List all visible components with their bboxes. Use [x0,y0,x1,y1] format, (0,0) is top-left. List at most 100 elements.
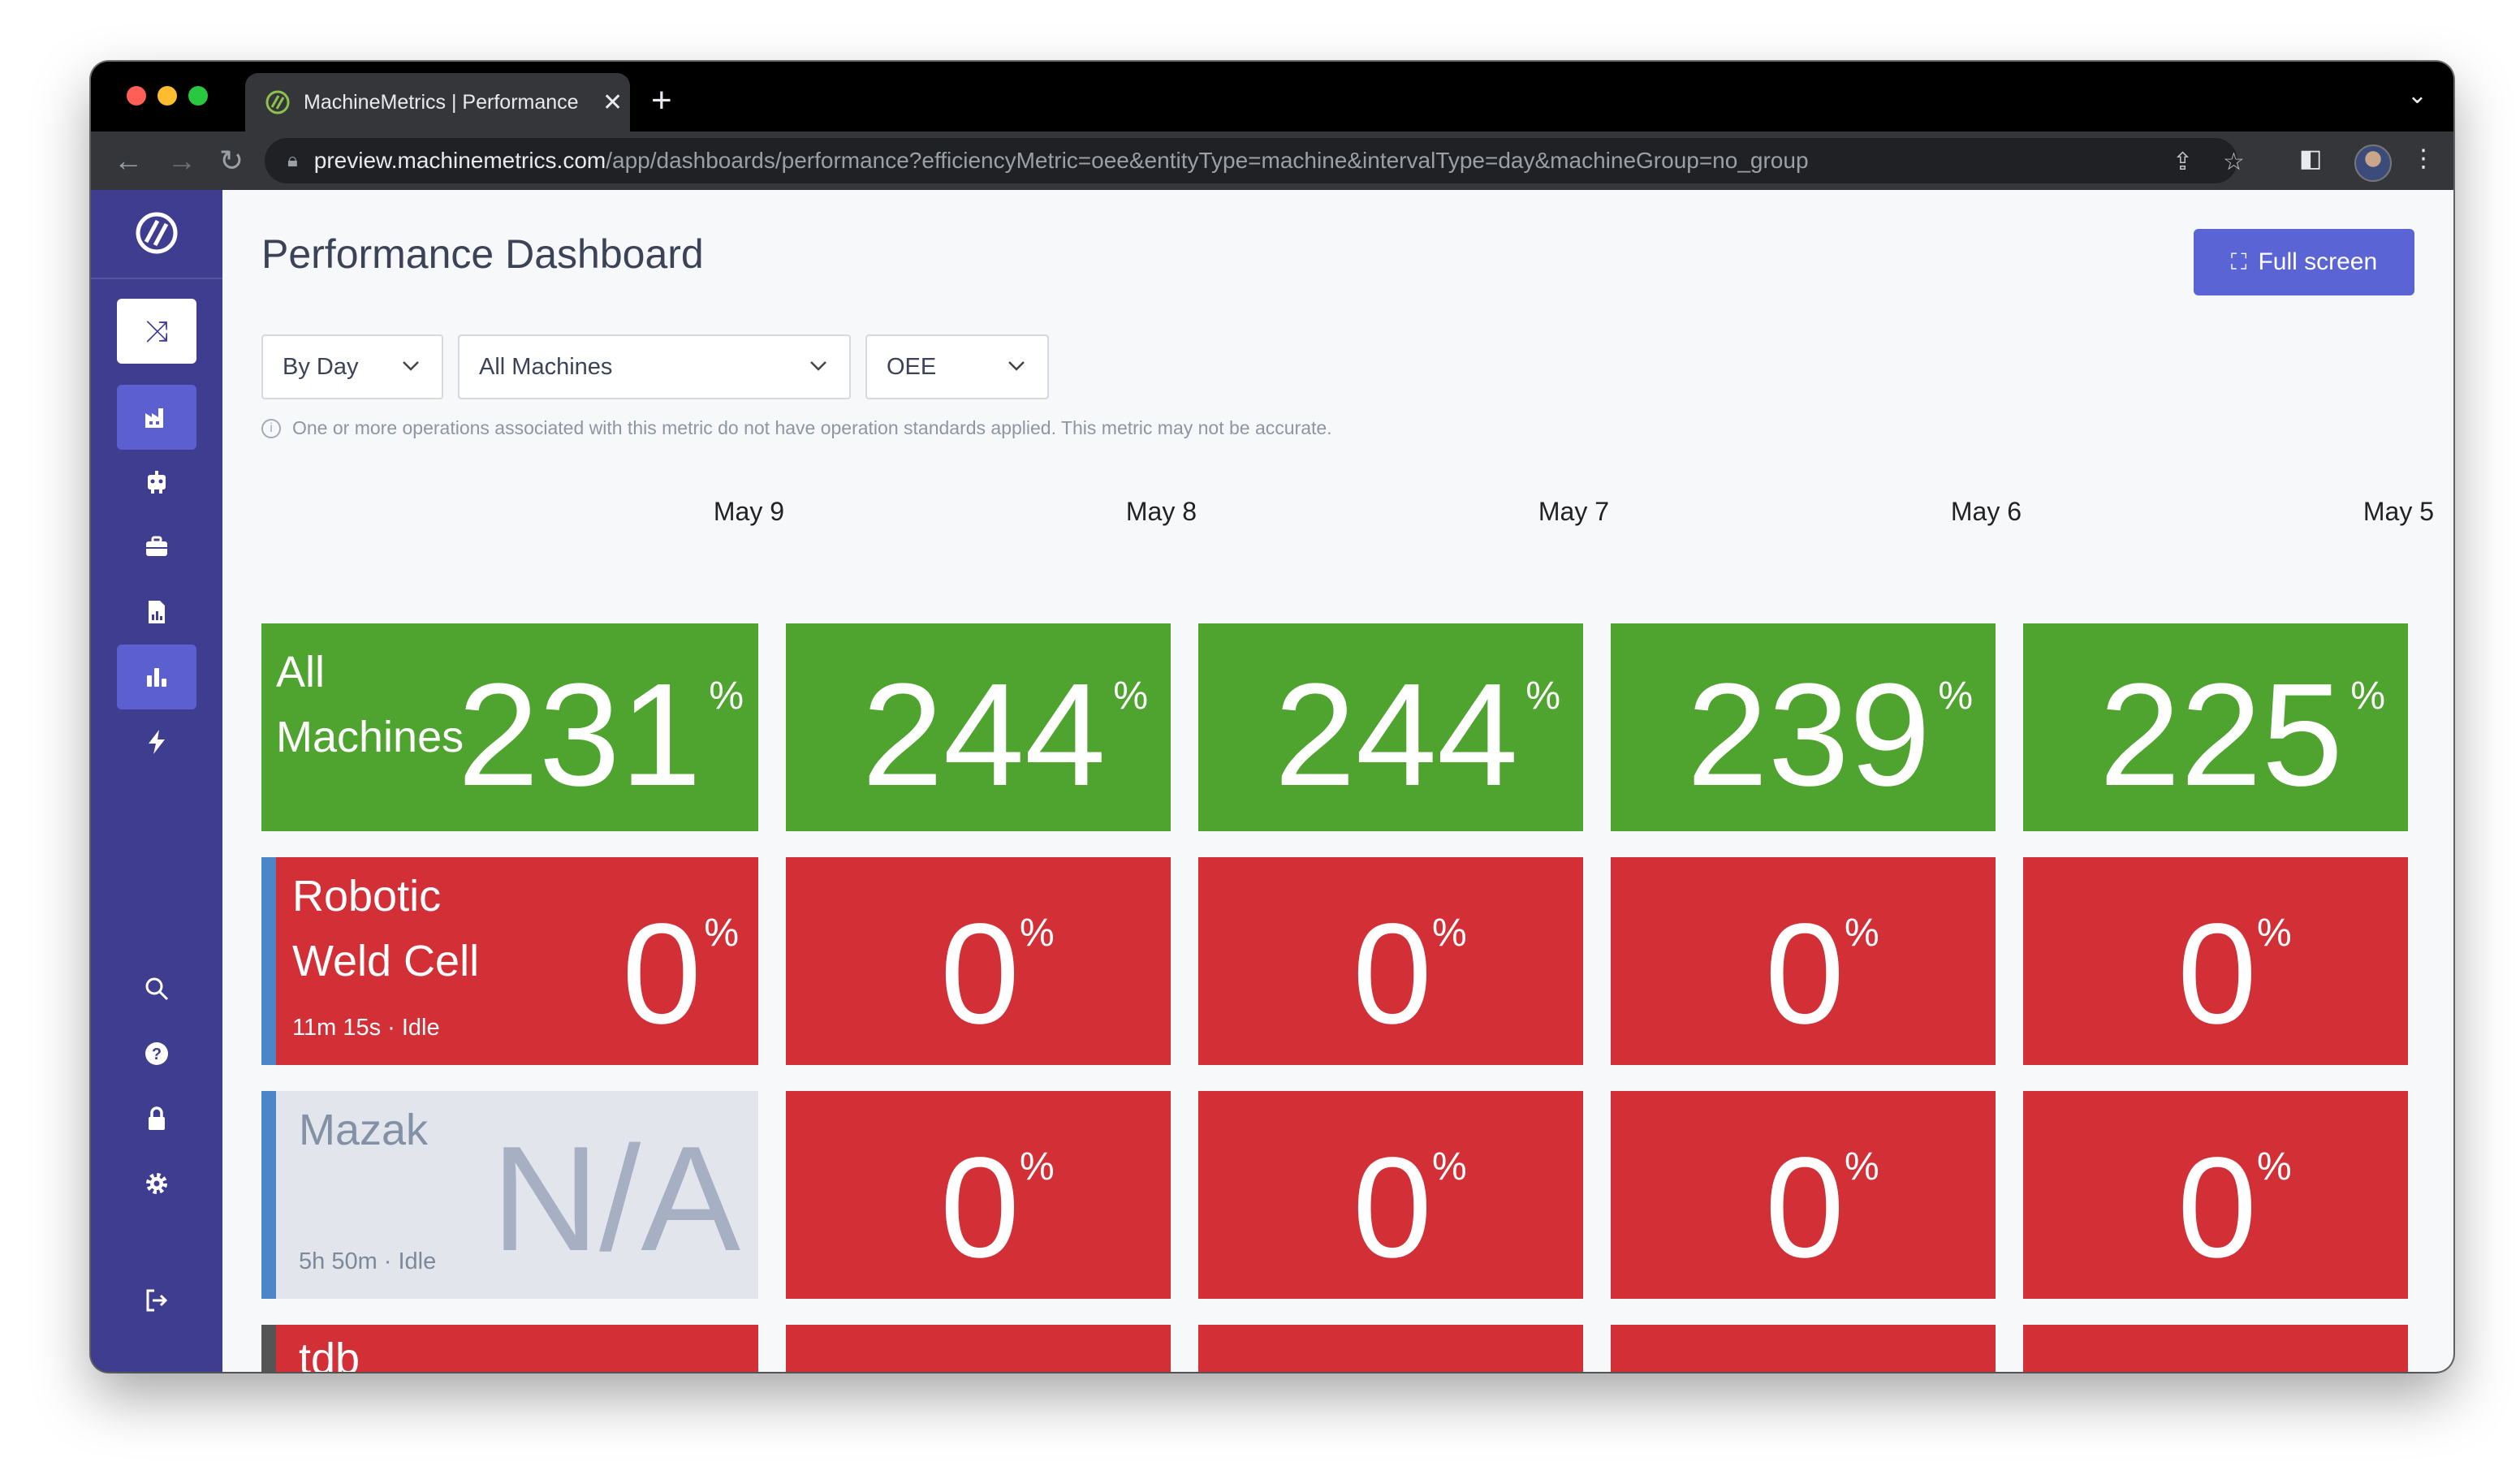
oee-value: 0 [622,1370,701,1372]
machine-name: tdb [299,1335,360,1372]
new-tab-icon[interactable]: + [651,80,672,120]
percent-unit: % [1020,1145,1055,1188]
maximize-window-button[interactable] [188,86,208,106]
sidebar-item-help[interactable]: ? [117,1021,196,1086]
oee-value: 244 [1274,653,1518,817]
chevron-down-icon [810,361,826,371]
machine-status-strip [261,1091,276,1299]
bookmark-star-icon[interactable]: ☆ [2223,149,2245,175]
oee-value: 0 [940,895,1020,1054]
oee-value: 0 [940,1128,1020,1287]
interval-select[interactable]: By Day [261,334,443,399]
machinemetrics-logo-icon[interactable] [133,209,180,257]
machine-group-value: All Machines [479,353,613,380]
machine-tile-mazak[interactable]: Mazak 5h 50m · Idle N/A [261,1091,758,1299]
reload-icon[interactable]: ↻ [219,144,244,177]
info-icon: i [261,418,281,438]
side-panel-icon[interactable]: ◧ [2299,145,2323,172]
oee-tile[interactable]: 0 % [2023,857,2408,1065]
share-icon[interactable]: ⇪ [2173,149,2194,175]
percent-unit: % [1938,675,1973,718]
tab-close-icon[interactable]: ✕ [602,88,624,116]
oee-tile[interactable]: 244 % [786,623,1171,831]
machine-status-strip [261,857,276,1065]
machine-status: 11m 15s · Idle [292,1015,440,1041]
percent-unit: % [1845,1145,1879,1188]
oee-tile[interactable]: 0 % [1198,1091,1583,1299]
tab-title: MachineMetrics | Performance [304,90,579,114]
back-arrow-icon[interactable]: ← [114,144,143,177]
robot-icon [148,471,166,494]
machinemetrics-favicon-icon [265,90,290,114]
oee-tile[interactable]: 0 % [786,1325,1171,1372]
sidebar-item-jobs[interactable] [117,515,196,580]
machine-group-select[interactable]: All Machines [458,334,851,399]
oee-tile[interactable]: 0 % [2023,1325,2408,1372]
machine-tile-robotic-weld-cell[interactable]: Robotic Weld Cell 11m 15s · Idle 0 % [261,857,758,1065]
tab-strip: MachineMetrics | Performance ✕ + ⌄ [91,62,2453,132]
oee-value: 231 [457,653,701,817]
metric-select[interactable]: OEE [865,334,1049,399]
browser-window: MachineMetrics | Performance ✕ + ⌄ ← → ↻… [91,62,2453,1372]
svg-text:?: ? [152,1046,162,1063]
app-sidebar: ⤨ ? [91,190,222,1372]
minimize-window-button[interactable] [158,86,177,106]
oee-tile[interactable]: 0 % [2023,1091,2408,1299]
oee-value: 0 [1353,1128,1432,1287]
full-screen-button[interactable]: ⛶ Full screen [2194,229,2414,295]
oee-value-na: N/A [491,1115,740,1282]
browser-menu-icon[interactable]: ⋮ [2411,145,2436,172]
oee-tile[interactable]: 239 % [1611,623,1996,831]
report-file-icon [149,601,165,623]
browser-tab[interactable]: MachineMetrics | Performance ✕ [245,73,630,132]
logout-icon [146,1289,168,1312]
percent-unit: % [1432,1145,1467,1188]
oee-tile[interactable]: 0 % [1611,1091,1996,1299]
browser-toolbar: ← → ↻ 🔒︎ preview.machinemetrics.com/app/… [91,132,2453,190]
machine-name: Mazak [299,1106,429,1154]
sidebar-item-operator[interactable] [117,450,196,515]
percent-unit: % [1845,912,1879,955]
oee-value: 0 [1765,1370,1845,1372]
oee-tile[interactable]: 0 % [1611,1325,1996,1372]
oee-value: 239 [1686,653,1931,817]
switch-shuffle-icon[interactable]: ⤨ [117,299,196,364]
sidebar-item-automations[interactable] [117,709,196,774]
oee-tile[interactable]: 0 % [786,1091,1171,1299]
sidebar-item-factory[interactable] [117,385,196,450]
machine-tile-tdb[interactable]: tdb 0 % [261,1325,758,1372]
lightning-bolt-icon [149,730,165,754]
oee-tile[interactable]: 0 % [1198,1325,1583,1372]
sidebar-item-settings[interactable] [117,1151,196,1216]
oee-value: 0 [2177,1128,2257,1287]
close-window-button[interactable] [127,86,146,106]
oee-value: 0 [1353,1370,1432,1372]
oee-tile[interactable]: 0 % [1198,857,1583,1065]
tab-search-chevron-icon[interactable]: ⌄ [2406,82,2427,109]
oee-value: 0 [1765,1128,1845,1287]
address-bar[interactable]: 🔒︎ preview.machinemetrics.com/app/dashbo… [265,138,2245,183]
chevron-down-icon [403,361,419,371]
oee-value: 244 [861,653,1106,817]
percent-unit: % [2257,1145,2292,1188]
date-header: May 7 [1538,497,1609,526]
machine-name: All Machines [276,648,464,761]
percent-unit: % [2350,675,2385,718]
profile-avatar[interactable] [2354,144,2392,182]
sidebar-item-search[interactable] [117,956,196,1021]
sidebar-item-logout[interactable] [117,1268,196,1333]
forward-arrow-icon[interactable]: → [167,144,196,177]
sidebar-item-reports[interactable] [117,580,196,645]
metric-value: OEE [887,353,937,380]
date-header: May 9 [713,497,784,526]
oee-tile[interactable]: 225 % [2023,623,2408,831]
oee-tile[interactable]: 0 % [786,857,1171,1065]
oee-tile[interactable]: 0 % [1611,857,1996,1065]
oee-tile[interactable]: 244 % [1198,623,1583,831]
url-host: preview.machinemetrics.com [313,148,606,173]
sidebar-item-security[interactable] [117,1086,196,1151]
oee-value: 225 [2099,653,2343,817]
sidebar-item-dashboards[interactable] [117,645,196,709]
oee-value: 0 [2177,1370,2257,1372]
all-machines-summary-tile[interactable]: All Machines 231 % [261,623,758,831]
